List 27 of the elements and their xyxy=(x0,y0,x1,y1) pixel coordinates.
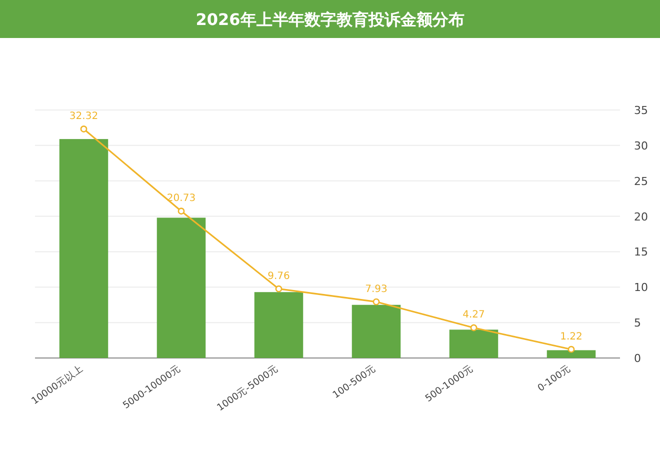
point xyxy=(372,298,380,306)
bar xyxy=(254,292,304,358)
y-tick-label: 30 xyxy=(634,139,648,152)
data-label: 32.32 xyxy=(69,110,98,122)
y-tick-label: 25 xyxy=(634,174,648,188)
y-tick-label: 10 xyxy=(634,281,648,294)
y-tick-label: 5 xyxy=(634,316,641,330)
data-label: 1.22 xyxy=(560,331,582,342)
bar xyxy=(59,139,108,358)
point xyxy=(568,346,575,353)
y-tick-label: 0 xyxy=(634,352,641,365)
y-tick-label: 20 xyxy=(634,210,648,224)
bar xyxy=(156,218,206,358)
y-tick-label: 15 xyxy=(634,246,648,259)
point xyxy=(470,324,478,332)
chart-title: 2026年上半年数字教育投诉金额分布 xyxy=(196,10,464,29)
bar xyxy=(449,330,498,358)
bar xyxy=(546,350,596,358)
point xyxy=(178,208,185,215)
y-tick-label: 35 xyxy=(634,104,648,117)
data-label: 7.93 xyxy=(365,284,388,295)
data-label: 4.27 xyxy=(462,310,485,321)
point xyxy=(275,285,282,292)
data-label: 20.73 xyxy=(166,193,196,204)
data-label: 9.76 xyxy=(268,270,290,282)
point xyxy=(80,126,88,132)
bar xyxy=(352,304,401,358)
